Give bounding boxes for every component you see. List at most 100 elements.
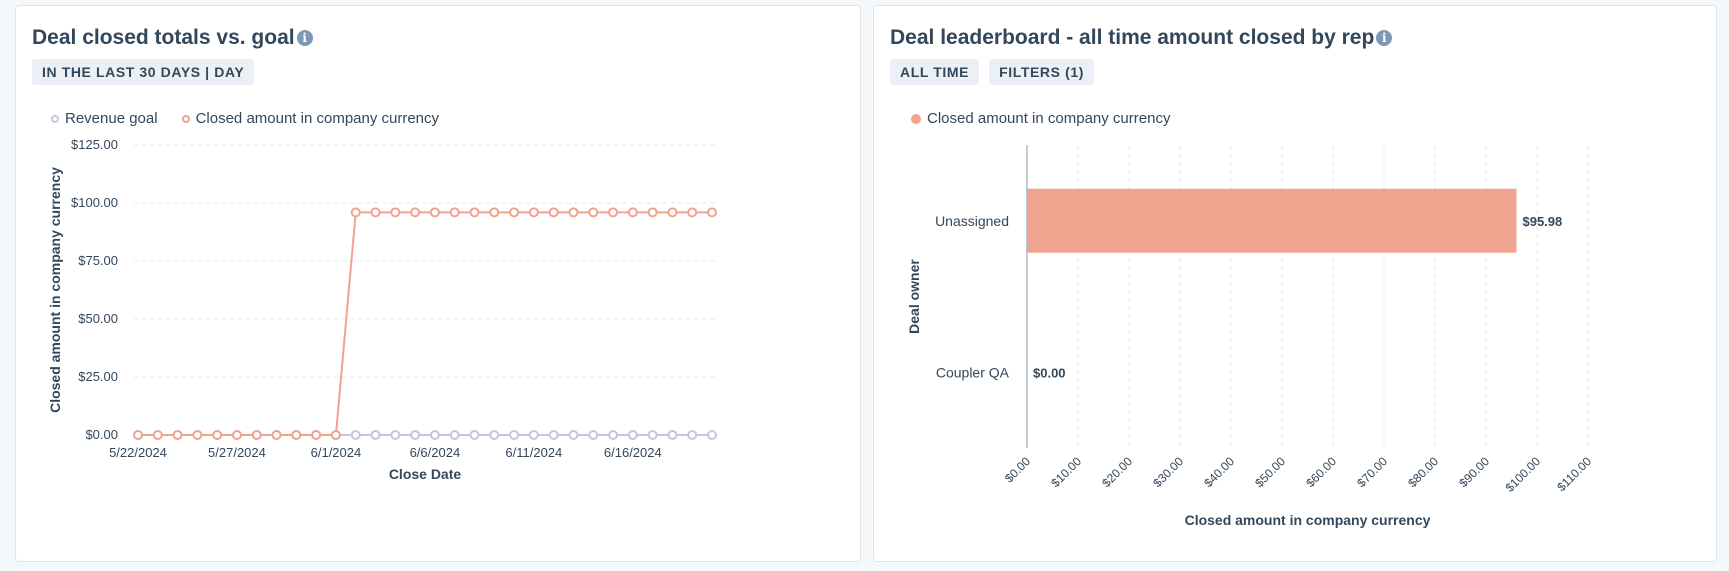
- filter-tags: IN THE LAST 30 DAYS | DAY: [32, 59, 255, 85]
- chart-legend: Closed amount in company currency: [911, 110, 1170, 127]
- legend-item-closed-amount[interactable]: Closed amount in company currency: [181, 110, 440, 127]
- closed-amount-point: [469, 207, 480, 218]
- x-tick-label: $0.00: [1002, 454, 1033, 485]
- y-tick-label: $0.00: [85, 427, 118, 442]
- revenue-goal-point: [390, 430, 401, 440]
- closed-amount-point: [627, 207, 638, 218]
- legend-label: Closed amount in company currency: [927, 110, 1171, 127]
- y-tick-label: $75.00: [78, 253, 118, 268]
- x-tick-label: $40.00: [1201, 454, 1237, 490]
- legend-marker-icon: [911, 113, 921, 124]
- closed-amount-point: [588, 207, 599, 218]
- closed-amount-point: [152, 430, 163, 440]
- category-label: Unassigned: [935, 213, 1009, 229]
- x-tick-label: $100.00: [1503, 454, 1544, 495]
- closed-amount-point: [449, 207, 460, 218]
- y-tick-label: $100.00: [71, 195, 118, 210]
- y-axis-label: Closed amount in company currency: [47, 167, 63, 413]
- card-title: Deal closed totals vs. goal i: [32, 26, 313, 50]
- revenue-goal-point: [350, 430, 361, 440]
- closed-amount-point: [489, 207, 500, 218]
- closed-amount-point: [390, 207, 401, 218]
- info-icon[interactable]: i: [1376, 30, 1393, 47]
- legend-item-closed-amount[interactable]: Closed amount in company currency: [911, 110, 1170, 127]
- closed-amount-point: [608, 207, 619, 218]
- revenue-goal-point: [627, 430, 638, 440]
- deal-leaderboard-card: Deal leaderboard - all time amount close…: [873, 5, 1717, 562]
- card-title-text: Deal closed totals vs. goal: [32, 26, 295, 49]
- closed-amount-point: [271, 430, 282, 440]
- value-label: $95.98: [1522, 214, 1562, 229]
- closed-amount-point: [410, 207, 421, 218]
- x-tick-label: 6/1/2024: [311, 445, 362, 460]
- x-tick-label: $10.00: [1048, 454, 1084, 490]
- info-icon[interactable]: i: [296, 30, 313, 47]
- all-time-tag[interactable]: ALL TIME: [890, 59, 980, 85]
- closed-amount-point: [429, 207, 440, 218]
- x-tick-label: 6/11/2024: [505, 445, 562, 460]
- revenue-goal-point: [489, 430, 500, 440]
- closed-amount-point: [548, 207, 559, 218]
- closed-amount-point: [172, 430, 183, 440]
- closed-amount-point: [192, 430, 203, 440]
- card-title: Deal leaderboard - all time amount close…: [890, 26, 1393, 50]
- deal-totals-card: Deal closed totals vs. goal i IN THE LAST…: [15, 5, 861, 562]
- closed-amount-point: [251, 430, 262, 440]
- revenue-goal-point: [528, 430, 539, 440]
- closed-amount-point: [707, 207, 717, 218]
- revenue-goal-point: [667, 430, 678, 440]
- closed-amount-point: [133, 430, 143, 440]
- revenue-goal-point: [707, 430, 717, 440]
- closed-amount-point: [212, 430, 223, 440]
- filters-tag[interactable]: FILTERS (1): [989, 59, 1094, 85]
- closed-amount-point: [350, 207, 361, 218]
- y-tick-label: $125.00: [71, 137, 118, 152]
- x-tick-label: $70.00: [1354, 454, 1390, 490]
- chart-legend: Revenue goal Closed amount in company cu…: [51, 110, 439, 127]
- x-tick-label: $60.00: [1303, 454, 1339, 490]
- x-tick-label: $110.00: [1554, 454, 1594, 494]
- closed-amount-point: [311, 430, 322, 440]
- closed-amount-point: [647, 207, 658, 218]
- category-label: Coupler QA: [936, 364, 1010, 380]
- x-tick-label: $50.00: [1252, 454, 1288, 490]
- x-tick-label: 6/16/2024: [604, 445, 662, 460]
- revenue-goal-point: [687, 430, 698, 440]
- value-label: $0.00: [1033, 365, 1066, 380]
- revenue-goal-point: [410, 430, 421, 440]
- closed-amount-point: [330, 430, 341, 440]
- y-axis-label: Deal owner: [906, 259, 922, 334]
- revenue-goal-point: [509, 430, 520, 440]
- closed-amount-point: [370, 207, 381, 218]
- revenue-goal-point: [647, 430, 658, 440]
- filter-tags: ALL TIME FILTERS (1): [890, 59, 1094, 85]
- date-range-tag[interactable]: IN THE LAST 30 DAYS | DAY: [32, 59, 255, 85]
- x-tick-label: $30.00: [1150, 454, 1186, 490]
- bar-chart: $0.00 $10.00 $20.00 $30.00 $40.00 $50.00 $60.0…: [906, 145, 1594, 528]
- closed-amount-point: [528, 207, 539, 218]
- x-axis-label: Closed amount in company currency: [1185, 512, 1431, 528]
- closed-amount-point: [687, 207, 698, 218]
- x-tick-label: $80.00: [1405, 454, 1441, 490]
- revenue-goal-point: [548, 430, 559, 440]
- legend-label: Closed amount in company currency: [195, 110, 440, 127]
- revenue-goal-point: [449, 430, 460, 440]
- revenue-goal-point: [568, 430, 579, 440]
- line-chart: $0.00 $25.00 $50.00 $75.00 $100.00 $125.00 5/2…: [47, 137, 717, 482]
- card-title-text: Deal leaderboard - all time amount close…: [890, 26, 1375, 49]
- x-tick-label: $20.00: [1099, 454, 1135, 490]
- revenue-goal-point: [429, 430, 440, 440]
- revenue-goal-point: [370, 430, 381, 440]
- series-line: [138, 211, 712, 436]
- legend-marker-icon: [51, 114, 59, 123]
- revenue-goal-point: [588, 430, 599, 440]
- legend-marker-icon: [181, 114, 190, 123]
- bar: [1027, 188, 1517, 253]
- x-tick-label: 5/22/2024: [109, 445, 167, 460]
- x-tick-label: $90.00: [1456, 454, 1492, 490]
- revenue-goal-point: [608, 430, 619, 440]
- legend-item-revenue-goal[interactable]: Revenue goal: [51, 110, 158, 127]
- closed-amount-point: [667, 207, 678, 218]
- x-axis-label: Close Date: [389, 466, 462, 482]
- x-tick-label: 5/27/2024: [208, 445, 266, 460]
